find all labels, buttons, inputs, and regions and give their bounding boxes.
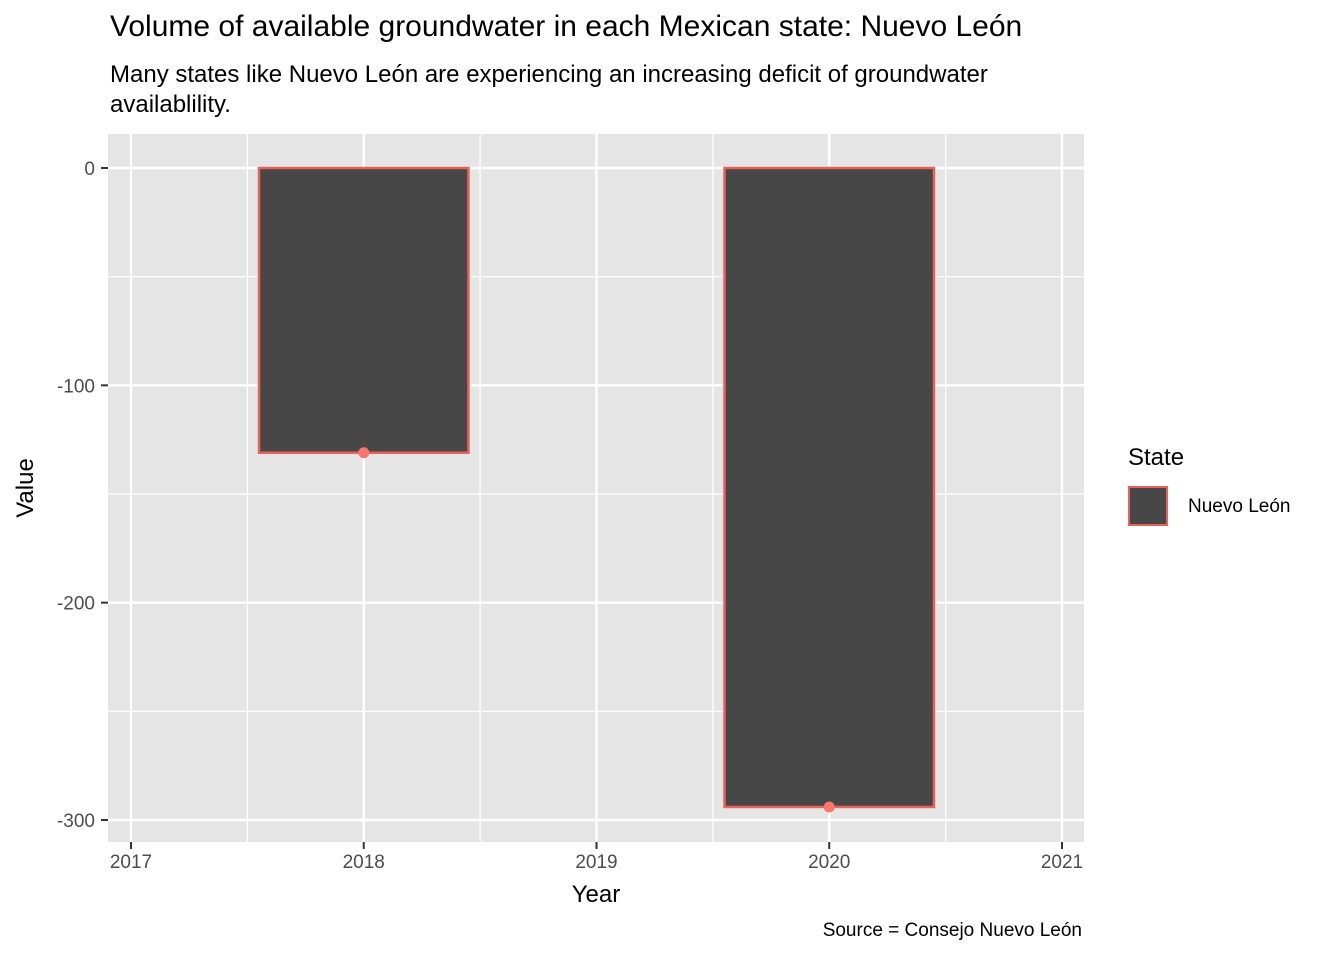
legend-label: Nuevo León [1188, 496, 1291, 517]
x-axis-label: Year [572, 881, 621, 908]
point-2020 [823, 801, 835, 813]
x-tick-label: 2018 [343, 852, 385, 873]
point-2018 [358, 447, 370, 459]
legend-title: State [1128, 444, 1185, 471]
bar-2018 [257, 166, 470, 454]
x-tick-label: 2017 [110, 852, 152, 873]
chart-title: Volume of available groundwater in each … [110, 10, 1023, 43]
y-tick-label: -100 [57, 376, 95, 397]
bar-2020 [723, 166, 936, 809]
y-tick-label: -200 [57, 594, 95, 615]
x-tick-label: 2021 [1041, 852, 1083, 873]
x-tick-label: 2019 [575, 852, 617, 873]
y-tick-label: 0 [84, 159, 95, 180]
chart-caption: Source = Consejo Nuevo León [822, 920, 1082, 941]
y-tick-label: -300 [57, 811, 95, 832]
legend-key [1128, 486, 1168, 526]
x-tick-label: 2020 [808, 852, 850, 873]
y-axis-label: Value [12, 458, 39, 518]
chart-subtitle: Many states like Nuevo León are experien… [110, 61, 988, 118]
